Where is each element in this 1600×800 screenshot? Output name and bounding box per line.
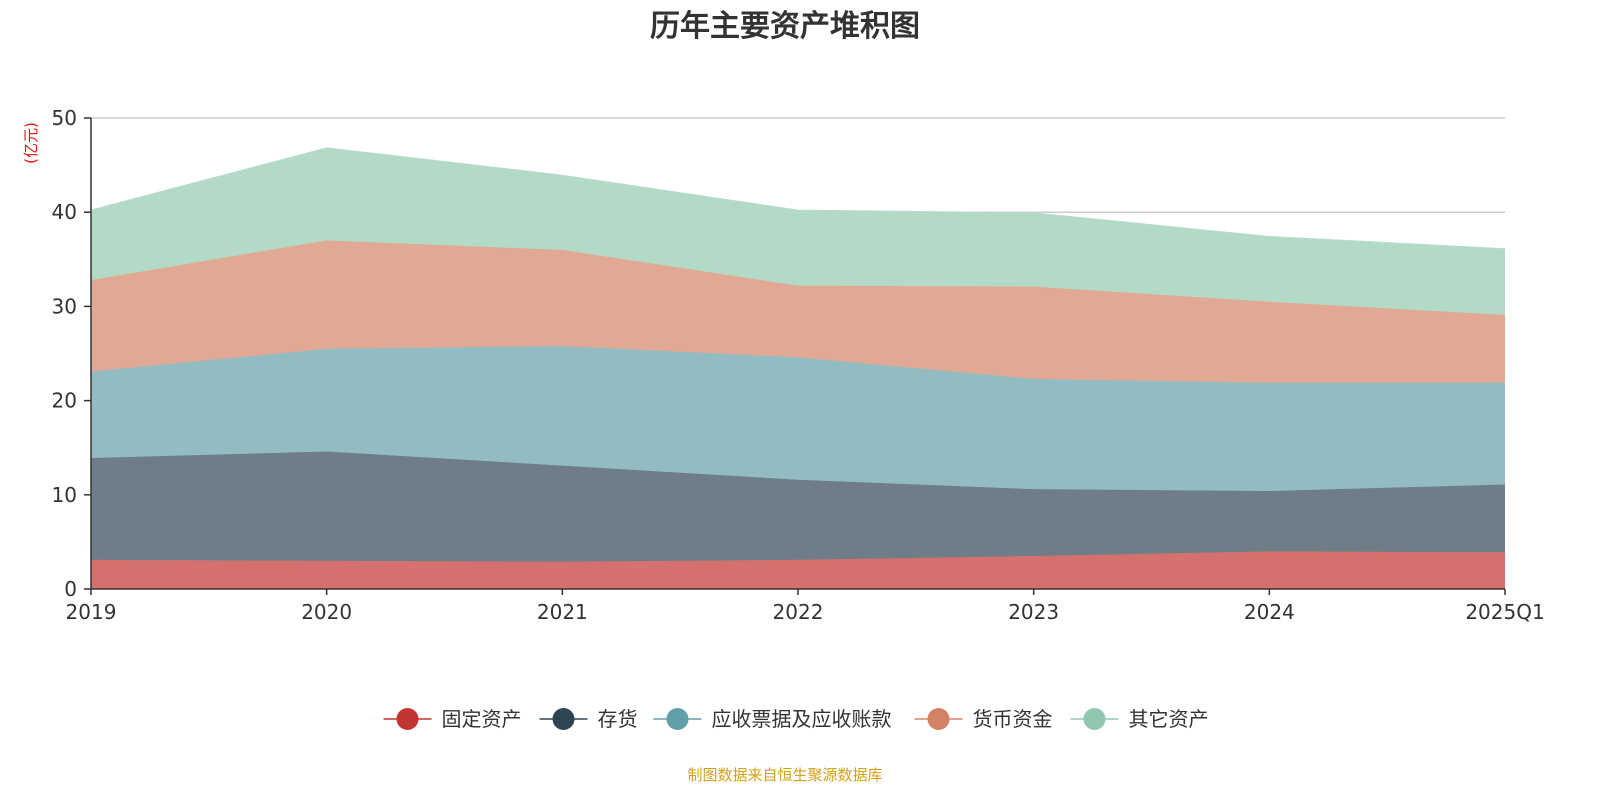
x-tick-label: 2023	[1008, 600, 1059, 624]
legend-circle-icon	[666, 708, 689, 730]
legend-item-1[interactable]: 存货	[539, 707, 638, 731]
y-tick-label: 50	[52, 106, 77, 130]
chart-title: 历年主要资产堆积图	[650, 9, 920, 44]
area-series-1	[91, 451, 1505, 562]
y-tick-label: 0	[64, 577, 77, 601]
legend-label: 其它资产	[1129, 707, 1209, 731]
legend-circle-icon	[552, 708, 575, 730]
x-tick-label: 2021	[537, 600, 588, 624]
x-tick-label: 2020	[301, 600, 352, 624]
y-tick-label: 20	[52, 389, 77, 413]
y-tick-label: 30	[52, 294, 77, 318]
legend-circle-icon	[927, 708, 950, 730]
area-series-0	[91, 551, 1505, 589]
x-tick-label: 2025Q1	[1465, 600, 1544, 624]
legend-item-2[interactable]: 应收票据及应收账款	[653, 707, 892, 731]
source-note: 制图数据来自恒生聚源数据库	[687, 766, 882, 784]
legend-item-4[interactable]: 其它资产	[1070, 707, 1209, 731]
legend-label: 存货	[598, 707, 638, 731]
legend-circle-icon	[1083, 708, 1106, 730]
y-tick-label: 40	[52, 200, 77, 224]
y-tick-label: 10	[52, 483, 77, 507]
area-series-4	[91, 148, 1505, 315]
x-tick-label: 2022	[773, 600, 824, 624]
legend-item-0[interactable]: 固定资产	[383, 707, 522, 731]
legend-label: 固定资产	[442, 707, 522, 731]
series-line-4	[90, 147, 1506, 250]
y-axis-label: (亿元)	[22, 122, 40, 164]
legend-circle-icon	[396, 708, 419, 730]
x-tick-label: 2019	[66, 600, 117, 624]
x-tick-label: 2024	[1244, 600, 1295, 624]
area-series-3	[91, 240, 1505, 383]
area-series-2	[91, 345, 1505, 492]
legend-item-3[interactable]: 货币资金	[914, 707, 1053, 731]
legend-label: 应收票据及应收账款	[712, 707, 892, 731]
legend-label: 货币资金	[973, 707, 1053, 731]
